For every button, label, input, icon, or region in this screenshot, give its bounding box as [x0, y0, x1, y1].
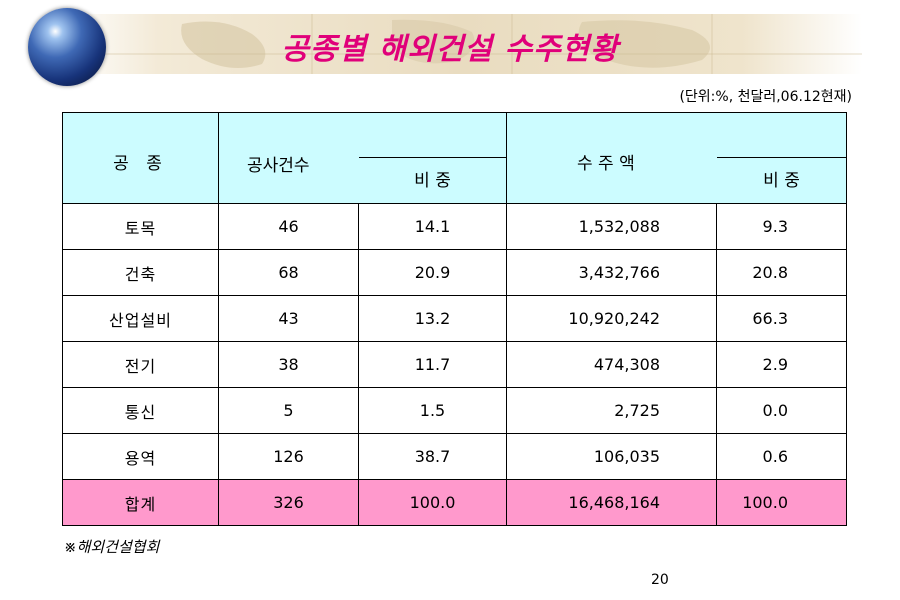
header-amount-group: 수 주 액 비 중 [506, 112, 847, 204]
amount-cell: 1,532,088 [506, 203, 717, 250]
count-cell: 126 [218, 433, 359, 480]
unit-note: (단위:%, 천달러,06.12현재) [679, 89, 852, 105]
total-amount-cell: 16,468,164 [506, 479, 717, 526]
count-share-cell: 1.5 [358, 387, 507, 434]
count-cell: 46 [218, 203, 359, 250]
category-cell: 전기 [62, 341, 219, 388]
globe-icon [28, 8, 106, 86]
amount-share-cell: 9.3 [716, 203, 847, 250]
table-header-row: 공 종 공사건수 비 중 수 주 액 비 중 [62, 112, 847, 204]
page-number: 20 [651, 572, 669, 588]
header-amount-divider [717, 157, 846, 158]
amount-cell: 3,432,766 [506, 249, 717, 296]
amount-cell: 2,725 [506, 387, 717, 434]
header-category-cell: 공 종 [62, 112, 219, 204]
total-category-cell: 합계 [62, 479, 219, 526]
table-total-row: 합계 326 100.0 16,468,164 100.0 [62, 479, 847, 526]
count-share-cell: 13.2 [358, 295, 507, 342]
header-count: 공사건수 [247, 156, 310, 176]
count-share-cell: 38.7 [358, 433, 507, 480]
source-note: ※해외건설협회 [64, 538, 160, 556]
table-row: 건축 68 20.9 3,432,766 20.8 [62, 249, 847, 296]
table-row: 전기 38 11.7 474,308 2.9 [62, 341, 847, 388]
table-row: 산업설비 43 13.2 10,920,242 66.3 [62, 295, 847, 342]
count-share-cell: 14.1 [358, 203, 507, 250]
table-row: 통신 5 1.5 2,725 0.0 [62, 387, 847, 434]
header-amount: 수 주 액 [577, 154, 635, 174]
amount-cell: 474,308 [506, 341, 717, 388]
count-share-cell: 11.7 [358, 341, 507, 388]
header-count-divider [359, 157, 506, 158]
construction-orders-table: 공 종 공사건수 비 중 수 주 액 비 중 토목 46 14.1 1,532,… [62, 112, 847, 526]
count-cell: 38 [218, 341, 359, 388]
header-count-group: 공사건수 비 중 [218, 112, 507, 204]
category-cell: 통신 [62, 387, 219, 434]
count-cell: 68 [218, 249, 359, 296]
category-cell: 산업설비 [62, 295, 219, 342]
amount-cell: 106,035 [506, 433, 717, 480]
category-cell: 건축 [62, 249, 219, 296]
total-amount-share-cell: 100.0 [716, 479, 847, 526]
header-category: 공 종 [113, 154, 168, 174]
count-cell: 5 [218, 387, 359, 434]
amount-share-cell: 2.9 [716, 341, 847, 388]
header-count-share: 비 중 [414, 171, 451, 191]
count-cell: 43 [218, 295, 359, 342]
count-share-cell: 20.9 [358, 249, 507, 296]
total-count-share-cell: 100.0 [358, 479, 507, 526]
amount-share-cell: 20.8 [716, 249, 847, 296]
total-count-cell: 326 [218, 479, 359, 526]
category-cell: 용역 [62, 433, 219, 480]
table-row: 토목 46 14.1 1,532,088 9.3 [62, 203, 847, 250]
table-row: 용역 126 38.7 106,035 0.6 [62, 433, 847, 480]
title-banner [62, 14, 862, 74]
page-title: 공종별 해외건설 수주현황 [281, 32, 619, 67]
amount-share-cell: 0.0 [716, 387, 847, 434]
amount-share-cell: 0.6 [716, 433, 847, 480]
category-cell: 토목 [62, 203, 219, 250]
amount-cell: 10,920,242 [506, 295, 717, 342]
amount-share-cell: 66.3 [716, 295, 847, 342]
header-amount-share: 비 중 [763, 171, 800, 191]
world-map-decoration [62, 14, 862, 74]
